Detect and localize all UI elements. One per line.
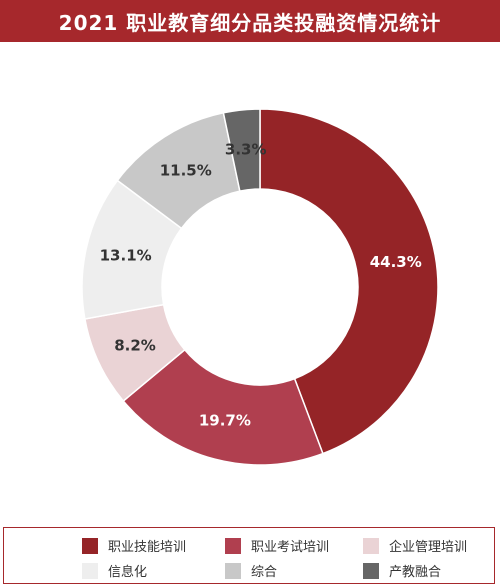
legend-swatch (225, 562, 241, 579)
slice-value-label-5: 3.3% (225, 141, 267, 159)
chart-title-text: 2021 职业教育细分品类投融资情况统计 (58, 10, 442, 35)
chart-title: 2021 职业教育细分品类投融资情况统计 (0, 0, 500, 42)
legend-swatch (363, 537, 379, 554)
legend-swatch (82, 562, 98, 579)
donut-slice-5 (222, 108, 261, 192)
slice-value-label-3: 13.1% (100, 246, 152, 264)
legend-swatch (363, 562, 379, 579)
legend-swatch (82, 537, 98, 554)
legend-label: 企业管理培训 (389, 540, 468, 555)
legend-item-enterprise-mgmt: 企业管理培训 (363, 536, 467, 555)
donut-slice-0 (259, 108, 439, 455)
slice-value-label-1: 19.7% (199, 411, 251, 429)
legend-item-industry-education: 产教融合 (363, 561, 441, 580)
legend-label: 产教融合 (389, 565, 442, 580)
donut-chart: 44.3% 19.7% 8.2% 13.1% 11.5% 3.3% (81, 108, 439, 466)
chart-legend: 职业技能培训 职业考试培训 企业管理培训 信息化 综合 产教融合 (3, 527, 495, 584)
donut-slice-1 (122, 348, 324, 466)
legend-label: 职业技能培训 (108, 540, 187, 555)
legend-item-comprehensive: 综合 (225, 561, 277, 580)
legend-item-job-skills: 职业技能培训 (82, 536, 186, 555)
slice-value-label-4: 11.5% (160, 162, 212, 180)
slice-value-label-0: 44.3% (370, 253, 422, 271)
slice-value-label-2: 8.2% (114, 337, 156, 355)
legend-label: 职业考试培训 (251, 540, 330, 555)
legend-label: 信息化 (108, 565, 148, 580)
legend-item-informatization: 信息化 (82, 561, 147, 580)
legend-swatch (225, 537, 241, 554)
legend-label: 综合 (251, 565, 278, 580)
legend-item-job-exam: 职业考试培训 (225, 536, 329, 555)
